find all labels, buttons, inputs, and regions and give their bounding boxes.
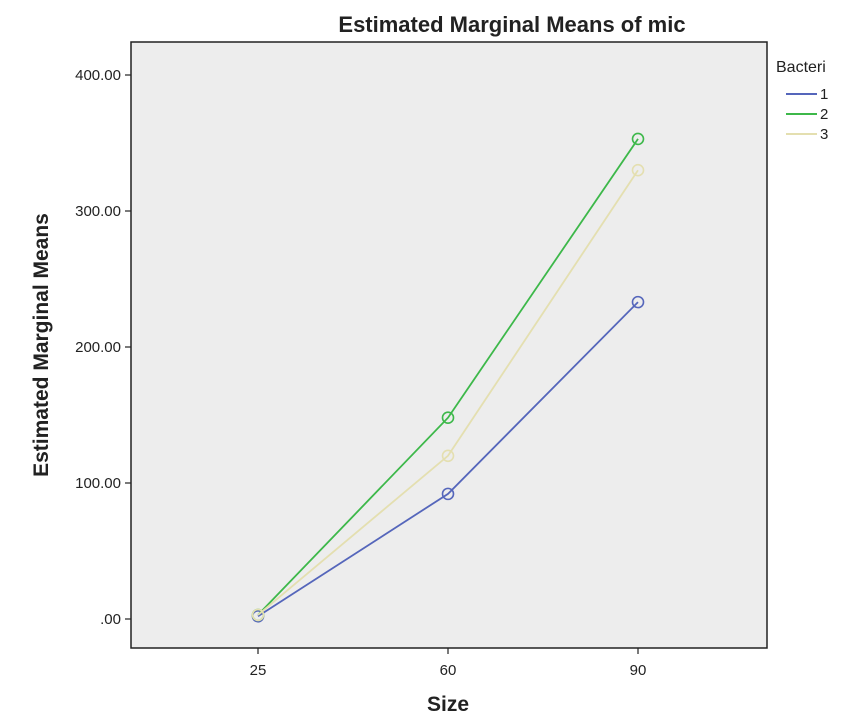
data-point (441, 411, 455, 425)
legend-label: 1 (820, 86, 828, 103)
x-tick-label: 90 (630, 662, 647, 679)
data-point (441, 449, 455, 463)
x-tick-label: 60 (440, 662, 457, 679)
x-axis: 25 60 90 (250, 648, 647, 679)
x-tick-label: 25 (250, 662, 267, 679)
data-point (631, 163, 645, 177)
chart-title: Estimated Marginal Means of mic (338, 12, 685, 37)
plot-area (130, 41, 768, 649)
y-tick-label: 300.00 (75, 203, 121, 220)
data-point (441, 487, 455, 501)
y-tick-label: .00 (100, 611, 121, 628)
y-axis-title: Estimated Marginal Means (30, 213, 53, 477)
legend-label: 2 (820, 106, 828, 123)
legend: Bacteri 1 2 3 (776, 59, 828, 143)
data-point (251, 608, 265, 622)
y-tick-label: 400.00 (75, 67, 121, 84)
series-1 (251, 295, 645, 623)
series-3 (251, 163, 645, 622)
y-axis: .00 100.00 200.00 300.00 400.00 (75, 67, 131, 628)
series-line (257, 138, 639, 616)
y-tick-label: 200.00 (75, 339, 121, 356)
series-line (257, 169, 639, 616)
series-lines (251, 132, 645, 623)
series-line (257, 301, 639, 618)
data-point (631, 295, 645, 309)
legend-label: 3 (820, 126, 828, 143)
x-axis-title: Size (427, 693, 469, 716)
y-tick-label: 100.00 (75, 475, 121, 492)
data-point (631, 132, 645, 146)
legend-title: Bacteri (776, 59, 826, 76)
